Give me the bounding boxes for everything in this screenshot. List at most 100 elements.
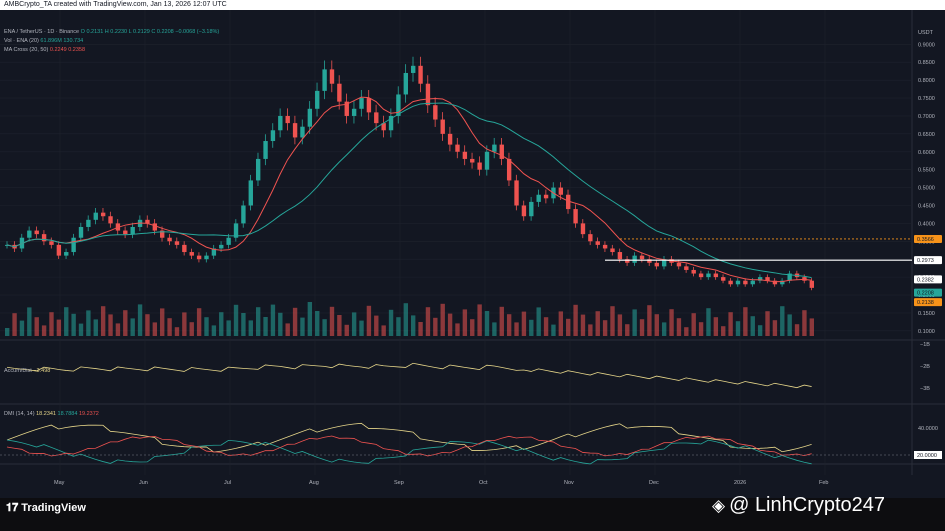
volume-bar <box>809 318 814 336</box>
dmi-label: DMI (14, 14) <box>4 411 35 417</box>
candle-body <box>292 123 298 138</box>
candle-body <box>344 101 349 116</box>
diamond-logo-icon: ◈ <box>712 496 726 515</box>
candle-body <box>100 212 106 217</box>
ma-slow-line <box>6 102 812 279</box>
volume-bar <box>433 317 438 336</box>
volume-bar <box>12 313 17 336</box>
price-tag <box>914 275 942 284</box>
accum-legend: Accum/Dist −3.498 <box>4 368 50 374</box>
dmi-plus-line <box>6 439 812 465</box>
month-label: Sep <box>394 480 404 486</box>
chart-legend: ENA / TetherUS · 1D · Binance O 0.2131 H… <box>4 28 219 55</box>
candle-body <box>462 151 468 159</box>
month-label: Oct <box>479 480 488 486</box>
volume-bar <box>270 304 276 336</box>
candle-body <box>743 280 748 285</box>
volume-bar <box>49 312 54 336</box>
volume-bar <box>470 319 475 336</box>
candle-body <box>625 259 630 263</box>
volume-bar <box>580 314 586 336</box>
candle-body <box>440 119 445 134</box>
price-tag <box>914 256 942 265</box>
volume-bar <box>226 320 231 336</box>
price-tick-label: 0.1000 <box>918 329 935 335</box>
volume-bar <box>315 311 320 336</box>
legend-symbol-row: ENA / TetherUS · 1D · Binance O 0.2131 H… <box>4 28 219 37</box>
candle-body <box>108 216 113 224</box>
candle-body <box>721 277 726 281</box>
candle-body <box>196 255 202 260</box>
price-tick-label: 0.5500 <box>918 168 935 174</box>
volume-bar <box>794 324 800 336</box>
candle-body <box>351 108 357 116</box>
candle-body <box>610 248 615 253</box>
candle-body <box>698 273 704 278</box>
candle-body <box>219 244 224 249</box>
candle-body <box>602 244 608 249</box>
dmi-tick-label: 20.0000 <box>917 453 937 459</box>
candle-body <box>477 162 482 170</box>
candle-body <box>558 187 564 195</box>
volume-bar <box>130 318 135 336</box>
candle-body <box>78 226 84 238</box>
volume-bar <box>108 314 113 336</box>
dmi-value-adx: 18.2341 <box>36 411 56 417</box>
volume-bar <box>100 306 106 336</box>
candle-body <box>521 205 527 217</box>
legend-ma: MA Cross (20, 50) <box>4 47 49 53</box>
volume-bar <box>661 322 667 336</box>
volume-bar <box>211 325 217 336</box>
candle-body <box>27 230 32 238</box>
volume-bar <box>381 325 386 336</box>
candle-body <box>263 141 268 159</box>
candle-body <box>366 98 372 113</box>
volume-bar <box>617 314 623 336</box>
volume-bar <box>506 314 512 336</box>
candle-body <box>189 252 194 256</box>
volume-bar <box>588 324 593 336</box>
volume-bar <box>174 327 180 336</box>
volume-bar <box>388 309 394 336</box>
month-label: Dec <box>649 480 659 486</box>
candle-body <box>617 252 623 260</box>
candle-body <box>713 273 719 278</box>
volume-bar <box>152 322 158 336</box>
volume-bar <box>610 306 615 336</box>
accum-tick-label: −1B <box>920 342 930 348</box>
candle-body <box>285 115 290 124</box>
volume-bar <box>137 304 143 336</box>
candle-body <box>595 241 600 245</box>
dmi-legend: DMI (14, 14) 18.2341 18.7884 19.2372 <box>4 411 99 417</box>
candle-body <box>499 144 504 159</box>
volume-bar <box>706 308 711 336</box>
volume-bar <box>366 305 372 336</box>
candle-body <box>204 255 209 260</box>
volume-bar <box>337 315 342 336</box>
candle-body <box>418 65 423 84</box>
candle-body <box>543 194 549 199</box>
volume-bar <box>263 317 268 336</box>
candle-body <box>691 269 696 274</box>
volume-bar <box>691 313 696 336</box>
month-label: 2026 <box>734 480 746 486</box>
volume-bar <box>189 322 194 336</box>
volume-bar <box>115 323 121 336</box>
volume-bar <box>698 322 704 336</box>
candle-body <box>123 230 128 235</box>
volume-bar <box>145 314 150 336</box>
volume-bar <box>499 306 504 336</box>
legend-volume-row: Vol · ENA (20) 61.896M 130.734 <box>4 37 219 46</box>
tradingview-logo[interactable]: 𝟏𝟕 TradingView <box>6 502 86 515</box>
volume-bar <box>196 308 202 336</box>
candle-body <box>684 266 689 270</box>
candle-body <box>160 230 165 238</box>
candle-body <box>588 234 593 242</box>
accum-label: Accum/Dist <box>4 368 32 374</box>
volume-bar <box>772 320 778 336</box>
candle-body <box>728 280 733 285</box>
volume-bar <box>374 315 379 336</box>
month-label: Jul <box>224 480 231 486</box>
volume-bar <box>728 312 733 336</box>
